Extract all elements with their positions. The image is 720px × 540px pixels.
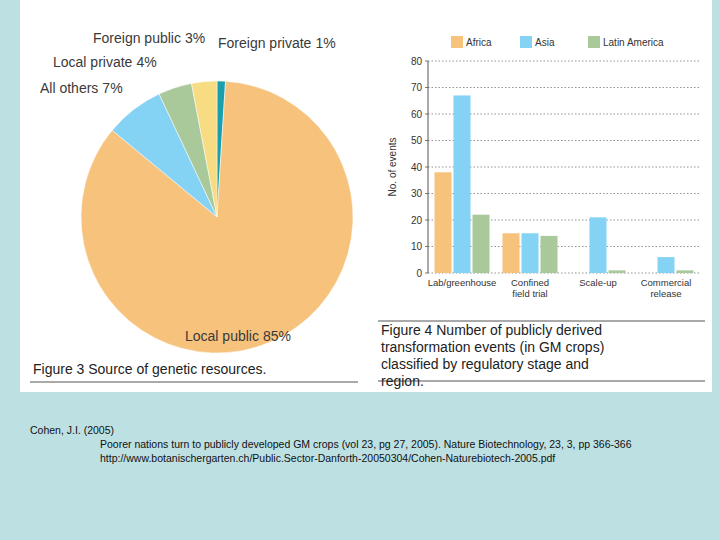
slice-label: Foreign public3% xyxy=(93,30,205,46)
figure-panel xyxy=(20,0,712,392)
legend-swatch xyxy=(451,36,463,48)
tick-label: 0 xyxy=(416,268,422,279)
slice-value: 7% xyxy=(102,80,122,96)
figure-title: Figure 4 Number of publicly derivedtrans… xyxy=(381,322,604,389)
figure-title-line: transformation events (in GM crops) xyxy=(381,339,604,355)
slice-label: Local private4% xyxy=(53,54,157,70)
legend-label: Africa xyxy=(466,37,492,48)
tick-label: 20 xyxy=(411,215,423,226)
legend-swatch xyxy=(588,36,600,48)
background xyxy=(0,0,720,540)
bar xyxy=(658,257,675,273)
tick-label: 70 xyxy=(411,82,423,93)
caption-rule xyxy=(30,382,358,383)
slice-value: 85% xyxy=(263,328,291,344)
citation-line: Poorer nations turn to publicly develope… xyxy=(100,438,632,450)
bar xyxy=(541,236,558,273)
slice-category: Foreign public xyxy=(93,30,181,46)
grid-line xyxy=(428,87,700,88)
bars xyxy=(435,95,694,273)
category-label: Confinedfield trial xyxy=(511,277,549,299)
slice-value: 1% xyxy=(315,35,335,51)
slice-value: 4% xyxy=(136,54,156,70)
slice-label: All others7% xyxy=(40,80,123,96)
tick-label: 60 xyxy=(411,109,423,120)
tick-label: 30 xyxy=(411,188,423,199)
figure-title: Figure 3 Source of genetic resources. xyxy=(33,361,266,377)
category-label: Scale-up xyxy=(579,277,617,288)
pie-slice xyxy=(192,81,217,217)
figure-title-line: Figure 4 Number of publicly derived xyxy=(381,322,602,338)
bar xyxy=(571,273,588,274)
bar xyxy=(473,215,490,273)
tick-label: 50 xyxy=(411,135,423,146)
grid-line xyxy=(428,61,700,62)
slice-label: Foreign private1% xyxy=(218,35,336,51)
slice-category: Local public xyxy=(185,328,259,344)
bar xyxy=(677,270,694,273)
category-line: field trial xyxy=(512,288,547,299)
bar xyxy=(522,233,539,273)
tick-label: 40 xyxy=(411,162,423,173)
bar xyxy=(503,233,520,273)
category-line: Confined xyxy=(511,277,549,288)
caption-rule xyxy=(378,381,705,382)
category-line: Commercial xyxy=(641,277,692,288)
y-axis-label: No. of events xyxy=(387,138,398,197)
canvas: Foreign private1% Local public85% All othe… xyxy=(0,0,720,540)
category-line: Lab/greenhouse xyxy=(428,277,497,288)
citation-author: Cohen, J.I. (2005) xyxy=(30,424,114,436)
citation-line: http://www.botanischergarten.ch/Public.S… xyxy=(100,452,555,464)
figure-title-line: region. xyxy=(381,373,424,389)
bar xyxy=(435,172,452,273)
bar xyxy=(639,273,656,274)
slice-label: Local public85% xyxy=(185,328,291,344)
pie-slice xyxy=(81,81,353,353)
page: {"chart_data": [ {"type": "pie", "title"… xyxy=(0,0,720,540)
bar xyxy=(590,217,607,273)
legend-label: Latin America xyxy=(603,37,664,48)
slice-category: Local private xyxy=(53,54,133,70)
slice-value: 3% xyxy=(185,30,205,46)
slice-category: Foreign private xyxy=(218,35,312,51)
pie xyxy=(81,81,353,353)
legend-label: Asia xyxy=(535,37,555,48)
bar xyxy=(609,270,626,273)
tick-label: 80 xyxy=(411,56,423,67)
category-label: Commercialrelease xyxy=(641,277,692,299)
category-line: Scale-up xyxy=(579,277,617,288)
category-label: Lab/greenhouse xyxy=(428,277,497,288)
figure-title-line: classified by regulatory stage and xyxy=(381,356,589,372)
category-line: release xyxy=(650,288,681,299)
slice-category: All others xyxy=(40,80,98,96)
y-axis xyxy=(428,61,429,273)
bar xyxy=(454,95,471,273)
tick-label: 10 xyxy=(411,241,423,252)
legend-swatch xyxy=(520,36,532,48)
